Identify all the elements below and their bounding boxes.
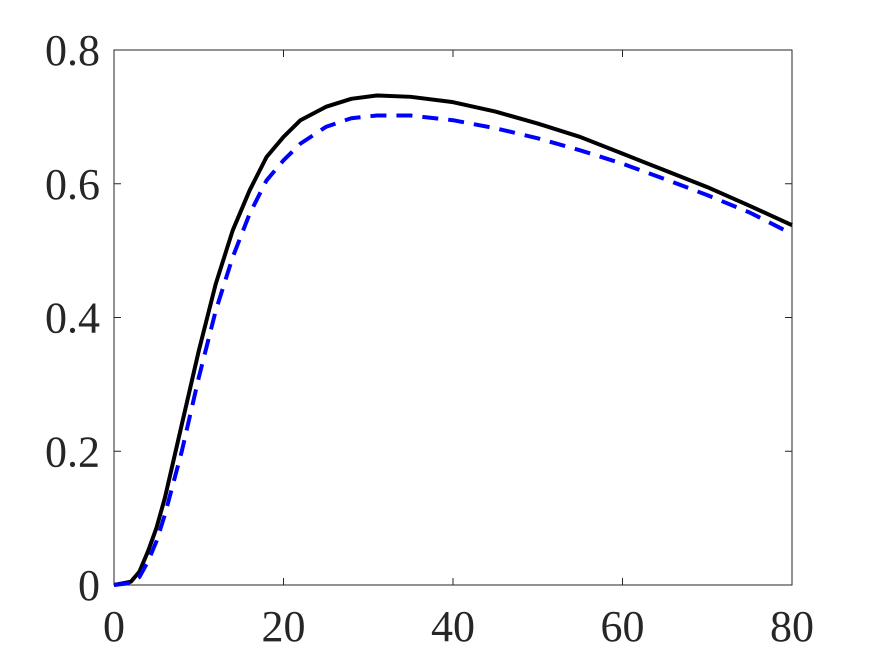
x-tick-label: 80 (770, 602, 814, 651)
x-tick-label: 40 (431, 602, 475, 651)
series-line (113, 113, 793, 587)
y-tick-label: 0.8 (45, 26, 100, 75)
x-tick-label: 0 (103, 602, 125, 651)
y-tick-label: 0.6 (45, 160, 100, 209)
x-tick-label: 60 (601, 602, 645, 651)
y-tick-label: 0.4 (45, 294, 100, 343)
series-line (113, 93, 793, 587)
plot-area (113, 49, 793, 586)
y-tick-label: 0.2 (45, 427, 100, 476)
x-tick-label: 20 (262, 602, 306, 651)
y-tick-label: 0 (78, 561, 100, 610)
